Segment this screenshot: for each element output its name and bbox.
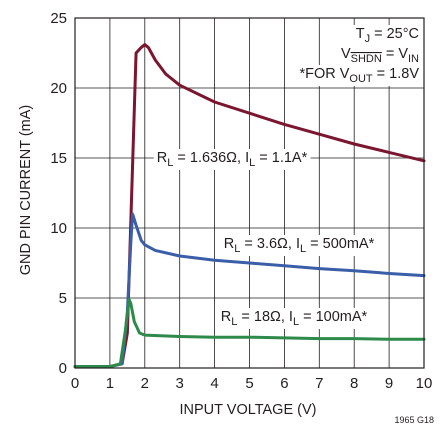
- label-background: [337, 45, 423, 66]
- y-tick-label-2: 10: [50, 220, 67, 237]
- series-label-1-part-2: = 3.6Ω, I: [240, 236, 300, 252]
- condition-vshdn-part-3: IN: [408, 53, 419, 65]
- condition-vshdn: VSHDN = VIN: [341, 46, 419, 65]
- x-tick-label-8: 8: [350, 375, 358, 392]
- condition-tj-part-2: = 25°C: [370, 26, 419, 42]
- x-tick-label-0: 0: [71, 375, 79, 392]
- condition-tj-part-1: J: [365, 33, 371, 45]
- label-background: [352, 25, 422, 46]
- condition-vout-part-2: = 1.8V: [373, 66, 420, 82]
- y-tick-label-4: 20: [50, 80, 67, 97]
- tick-labels: 0 1 2 3 4 5 6 7 8 9 10 0 5 10 15 20 25: [50, 10, 432, 392]
- series-label-2-part-2: = 18Ω, I: [237, 309, 293, 325]
- label-background: [296, 65, 423, 86]
- x-tick-label-2: 2: [141, 375, 149, 392]
- plot-frame: [74, 17, 425, 369]
- label-background: [220, 235, 378, 256]
- condition-vout-part-0: *FOR V: [299, 66, 349, 82]
- series-label-1-part-4: = 500mA*: [306, 236, 374, 252]
- x-tick-label-9: 9: [385, 375, 393, 392]
- series-layer: [73, 43, 426, 369]
- condition-tj: TJ = 25°C: [356, 26, 419, 45]
- condition-vshdn-part-0: V: [341, 46, 351, 62]
- series-line-2: [73, 297, 426, 369]
- series-label-2: RL = 18Ω, IL = 100mA*: [221, 309, 368, 328]
- series-label-2-part-4: = 100mA*: [299, 309, 367, 325]
- series-line-0: [73, 43, 426, 369]
- series-label-1: RL = 3.6Ω, IL = 500mA*: [224, 236, 375, 255]
- series-label-2-part-0: R: [221, 309, 231, 325]
- y-tick-label-1: 5: [59, 290, 67, 307]
- series-label-0-part-0: R: [157, 150, 167, 166]
- series-label-2-part-1: L: [231, 316, 237, 328]
- label-background: [217, 308, 371, 329]
- series-label-0-part-1: L: [167, 157, 173, 169]
- figure-id: 1965 G18: [394, 415, 434, 425]
- condition-vshdn-part-1: SHDN: [351, 53, 382, 65]
- y-tick-label-3: 15: [50, 150, 67, 167]
- condition-vout: *FOR VOUT = 1.8V: [299, 66, 419, 85]
- x-tick-label-6: 6: [280, 375, 288, 392]
- x-tick-label-3: 3: [176, 375, 184, 392]
- series-label-0-part-3: L: [249, 157, 255, 169]
- series-label-0-part-2: = 1.636Ω, I: [173, 150, 249, 166]
- x-tick-label-1: 1: [106, 375, 114, 392]
- series-label-1-part-0: R: [224, 236, 234, 252]
- series-label-1-part-3: L: [300, 243, 306, 255]
- x-tick-label-5: 5: [245, 375, 253, 392]
- x-tick-label-7: 7: [315, 375, 323, 392]
- series-label-0: RL = 1.636Ω, IL = 1.1A*: [157, 150, 308, 169]
- series-label-2-part-3: L: [293, 316, 299, 328]
- y-tick-label-0: 0: [59, 360, 67, 377]
- x-tick-label-10: 10: [416, 375, 433, 392]
- plot-border: [74, 17, 425, 369]
- condition-vout-part-1: OUT: [349, 73, 373, 85]
- x-tick-label-4: 4: [210, 375, 218, 392]
- series-label-1-part-1: L: [234, 243, 240, 255]
- y-tick-label-5: 25: [50, 10, 67, 27]
- series-label-0-part-4: = 1.1A*: [255, 150, 307, 166]
- label-background: [153, 149, 311, 170]
- series-labels: RL = 1.636Ω, IL = 1.1A*RL = 3.6Ω, IL = 5…: [153, 149, 378, 329]
- condition-tj-part-0: T: [356, 26, 365, 42]
- condition-vshdn-part-2: = V: [382, 46, 409, 62]
- y-axis-label: GND PIN CURRENT (mA): [18, 105, 34, 276]
- x-axis-label: INPUT VOLTAGE (V): [180, 402, 317, 418]
